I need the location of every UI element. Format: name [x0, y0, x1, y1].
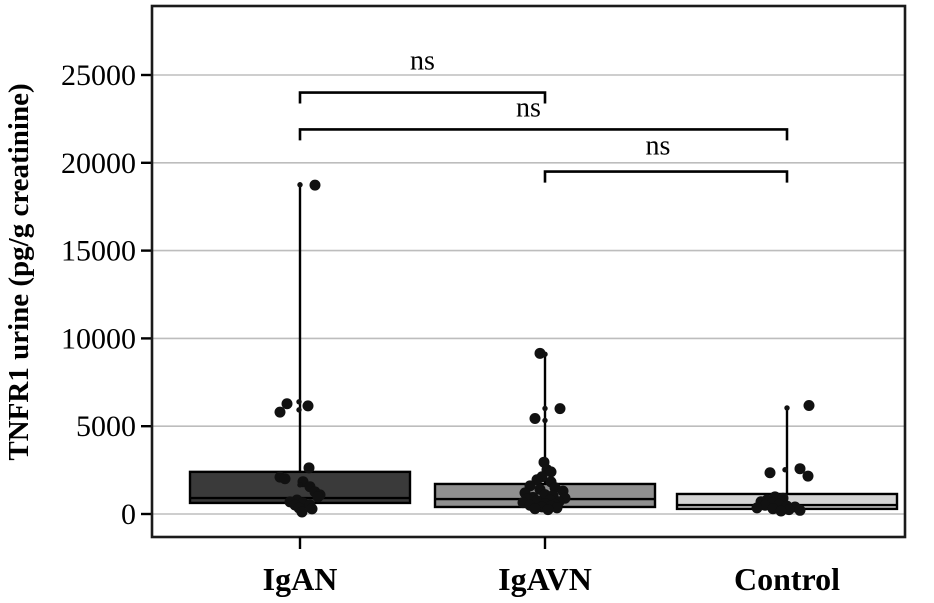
- sig-bracket-0: [298, 91, 547, 104]
- data-point-control: [794, 463, 806, 475]
- data-point-control: [764, 467, 776, 479]
- y-tick-label-10000: 10000: [61, 322, 136, 355]
- sig-bracket-2: [543, 170, 789, 183]
- data-point-control: [782, 467, 788, 473]
- sig-label-1: ns: [516, 92, 541, 123]
- data-point-control: [802, 470, 814, 482]
- x-label-igan: IgAN: [263, 561, 338, 597]
- sig-label-2: ns: [646, 131, 671, 162]
- data-point-igavn: [545, 466, 557, 478]
- data-point-igan: [274, 406, 286, 418]
- sig-label-0: ns: [410, 46, 435, 77]
- data-point-igavn: [542, 417, 548, 424]
- x-label-control: Control: [734, 561, 840, 597]
- data-point-igan: [306, 503, 318, 515]
- data-point-igavn: [529, 412, 541, 424]
- sig-bracket-1: [298, 128, 789, 141]
- y-axis-title: TNFR1 urine (pg/g creatinine): [3, 83, 35, 460]
- data-point-control: [751, 502, 763, 514]
- y-tick-label-20000: 20000: [61, 147, 136, 180]
- plot-border: [150, 4, 907, 539]
- y-tick-label-25000: 25000: [61, 59, 136, 92]
- data-point-igan: [303, 462, 315, 474]
- data-point-igavn: [542, 405, 548, 412]
- data-point-igavn: [534, 347, 546, 359]
- data-point-igan: [296, 407, 302, 413]
- data-point-igan: [312, 491, 324, 503]
- data-point-igavn: [529, 503, 541, 515]
- data-point-igan: [302, 400, 314, 412]
- y-tick-label-0: 0: [121, 498, 136, 531]
- data-point-igan: [279, 473, 291, 485]
- data-point-igan: [309, 179, 321, 191]
- data-point-igavn: [542, 351, 548, 357]
- data-point-igan: [297, 182, 303, 188]
- y-tick-label-15000: 15000: [61, 235, 136, 268]
- data-point-igan: [297, 482, 303, 488]
- data-point-igan: [281, 398, 293, 410]
- data-point-control: [794, 504, 806, 516]
- data-point-igan: [296, 399, 302, 405]
- data-point-control: [784, 405, 790, 411]
- data-point-control: [803, 399, 815, 411]
- data-point-igavn: [554, 403, 566, 415]
- data-point-igan: [296, 506, 308, 518]
- data-point-igavn: [542, 504, 554, 516]
- x-label-igavn: IgAVN: [498, 561, 592, 597]
- data-point-igavn: [551, 502, 563, 514]
- data-point-control: [775, 505, 787, 517]
- y-tick-label-5000: 5000: [76, 410, 136, 443]
